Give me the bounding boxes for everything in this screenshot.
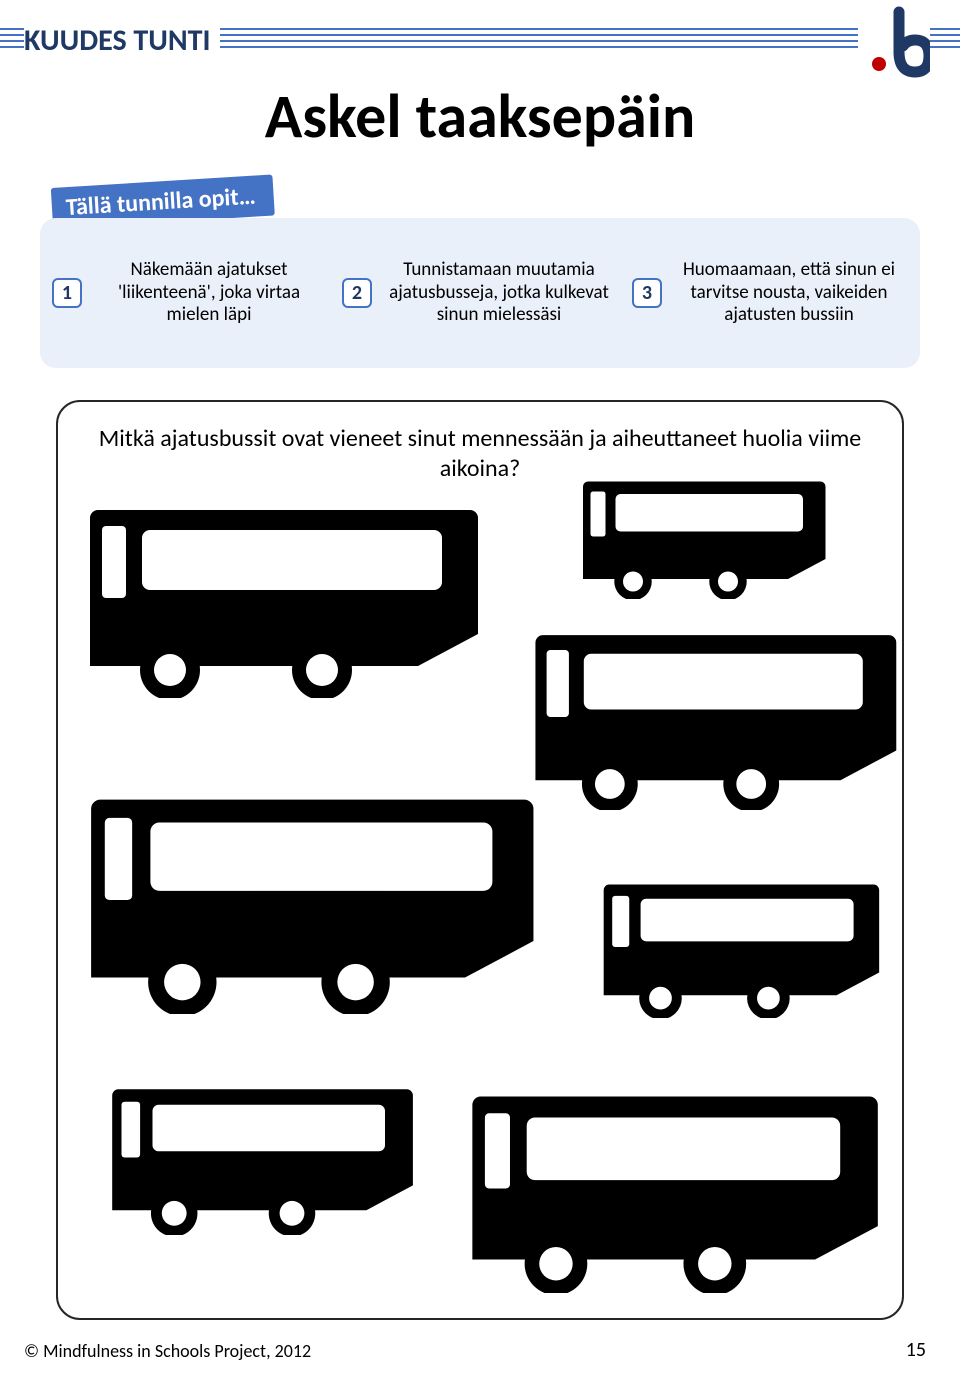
objective-badge: 1: [52, 278, 82, 308]
footer-copyright: © Mindfulness in Schools Project, 2012: [24, 1340, 311, 1362]
objective-2: 2 Tunnistamaan muutamia ajatus­busseja, …: [342, 259, 618, 327]
objective-text: Näkemään ajatukset 'liikenteenä', joka v…: [90, 259, 328, 327]
bus-icon: [82, 498, 482, 698]
section-label: KUUDES TUNTI: [24, 22, 220, 59]
bus-icon: [578, 474, 828, 599]
bus-icon: [106, 1080, 416, 1235]
objective-3: 3 Huomaamaan, että sinun ei tarvitse nou…: [632, 259, 908, 327]
worksheet-box: Mitkä ajatusbussit ovat vieneet sinut me…: [56, 400, 904, 1320]
objective-text: Huomaamaan, että sinun ei tarvitse noust…: [670, 259, 908, 327]
page-number: 15: [906, 1338, 926, 1362]
bus-icon: [82, 786, 538, 1014]
page-title: Askel taaksepäin: [0, 78, 960, 154]
bus-icon: [528, 624, 900, 810]
objective-text: Tunnistamaan muutamia ajatus­busseja, jo…: [380, 259, 618, 327]
objectives-panel: 1 Näkemään ajatukset 'liikenteenä', joka…: [40, 218, 920, 368]
objective-badge: 2: [342, 278, 372, 308]
bus-icon: [598, 876, 882, 1018]
app-logo: [858, 6, 930, 83]
objective-1: 1 Näkemään ajatukset 'liikenteenä', joka…: [52, 259, 328, 327]
objective-badge: 3: [632, 278, 662, 308]
bus-icon: [464, 1084, 882, 1293]
